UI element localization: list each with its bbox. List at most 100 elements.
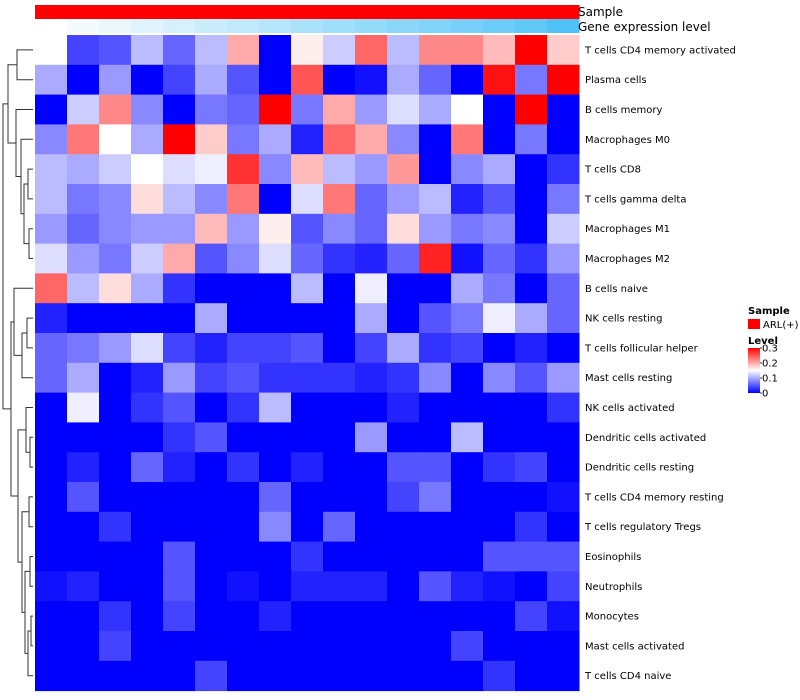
heatmap-cell [547, 333, 580, 364]
heatmap-cell [323, 64, 356, 96]
row-label: Plasma cells [585, 75, 647, 86]
sample-annotation-cell [131, 5, 164, 19]
heatmap-cell [515, 303, 548, 334]
heatmap-cell [67, 213, 100, 245]
heatmap-cell [451, 631, 484, 662]
row-label: T cells regulatory Tregs [584, 522, 701, 533]
heatmap-cell [515, 362, 548, 394]
heatmap-cell [419, 601, 452, 632]
heatmap-cell [195, 482, 228, 513]
heatmap-cell [451, 333, 484, 364]
heatmap-cell [35, 64, 68, 96]
row-label: NK cells resting [585, 314, 662, 325]
heatmap-cell [259, 35, 292, 66]
dendrogram-branch [15, 109, 33, 178]
heatmap-cell [355, 482, 388, 513]
sample-annotation-cell [259, 5, 292, 19]
heatmap-cell [451, 422, 484, 453]
heatmap-cell [387, 362, 420, 394]
heatmap-cell [227, 511, 260, 543]
heatmap-cell [227, 213, 260, 245]
heatmap-cell [131, 243, 164, 274]
legend-level-ticks: 0.3 0.2 0.1 0 [760, 344, 778, 400]
sample-annotation-cell [547, 5, 580, 19]
heatmap-cell [387, 541, 420, 572]
heatmap-cell [483, 213, 516, 245]
heatmap-cell [99, 422, 132, 453]
heatmap-cell [259, 94, 292, 125]
heatmap-cell [195, 124, 228, 155]
heatmap-cell [483, 273, 516, 304]
heatmap-cell [451, 213, 484, 245]
heatmap-cell [259, 660, 292, 692]
heatmap-cell [227, 362, 260, 394]
heatmap-cell [515, 64, 548, 96]
heatmap-cell [291, 392, 324, 423]
heatmap-cell [67, 243, 100, 274]
heatmap-cell [451, 303, 484, 334]
heatmap-cell [99, 482, 132, 513]
heatmap-cell [259, 571, 292, 602]
heatmap-cell [259, 213, 292, 245]
heatmap-cell [227, 541, 260, 572]
heatmap-cell [99, 660, 132, 692]
heatmap-cell [291, 362, 324, 394]
heatmap-cell [195, 422, 228, 453]
heatmap-cell [291, 273, 324, 304]
heatmap-cell [483, 154, 516, 185]
dendrogram-branch [28, 496, 33, 528]
heatmap-cell [323, 303, 356, 334]
gene-expression-annotation-cell [227, 19, 260, 33]
heatmap-cell [355, 124, 388, 155]
heatmap-cell [387, 422, 420, 453]
heatmap-cell [67, 452, 100, 483]
heatmap-cell [483, 511, 516, 543]
heatmap-cell [387, 303, 420, 334]
heatmap-cell [483, 541, 516, 572]
heatmap-cell [483, 94, 516, 125]
heatmap-cell [227, 184, 260, 215]
heatmap-cell [419, 243, 452, 274]
heatmap-cell [355, 273, 388, 304]
row-label: Mast cells resting [585, 373, 672, 384]
heatmap-cell [67, 660, 100, 692]
heatmap-cell [195, 213, 228, 245]
heatmap-cell [515, 571, 548, 602]
heatmap-cell [259, 601, 292, 632]
sample-annotation-cell [387, 5, 420, 19]
legend-tick-label: 0 [762, 389, 768, 400]
heatmap-cell [99, 213, 132, 245]
heatmap-cell [227, 422, 260, 453]
heatmap-cell [291, 333, 324, 364]
heatmap-cell [67, 333, 100, 364]
heatmap-cell [163, 303, 196, 334]
heatmap-cell [67, 154, 100, 185]
heatmap-cell [99, 35, 132, 66]
dendrogram-branch [28, 228, 33, 259]
heatmap-cell [227, 333, 260, 364]
heatmap-cell [35, 660, 68, 692]
heatmap-cell [163, 392, 196, 423]
heatmap-cell [259, 64, 292, 96]
heatmap-cell [99, 631, 132, 662]
heatmap-cell [355, 35, 388, 66]
dendrogram-branch [2, 103, 11, 410]
annotation-labels: Sample Gene expression level [578, 5, 711, 34]
heatmap-cell [291, 243, 324, 274]
heatmap-cell [291, 124, 324, 155]
heatmap-cell [195, 362, 228, 394]
heatmap-cell [323, 571, 356, 602]
heatmap-cell [547, 124, 580, 155]
sample-annotation-cell [99, 5, 132, 19]
heatmap-cell [259, 243, 292, 274]
heatmap-cell [355, 243, 388, 274]
heatmap-cell [259, 392, 292, 423]
heatmap-cell [547, 482, 580, 513]
heatmap-cell [323, 660, 356, 692]
heatmap-cell [355, 94, 388, 125]
heatmap-cell [35, 333, 68, 364]
heatmap-cell [259, 124, 292, 155]
heatmap-cell [483, 243, 516, 274]
heatmap-cell [195, 184, 228, 215]
heatmap-cell [195, 64, 228, 96]
